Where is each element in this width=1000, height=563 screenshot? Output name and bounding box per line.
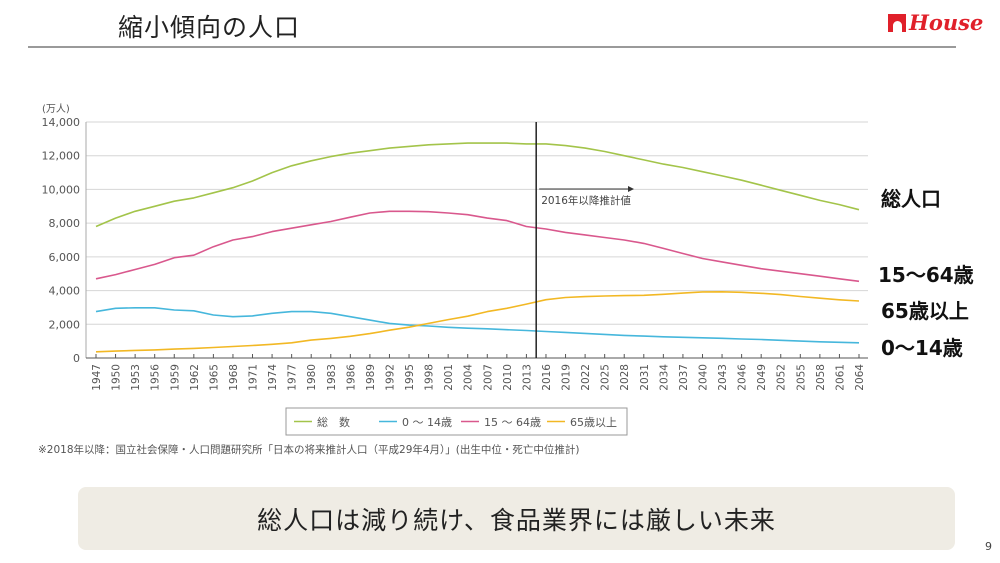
- x-tick-label: 2031: [639, 364, 651, 391]
- x-tick-label: 2058: [815, 364, 827, 391]
- x-tick-label: 2037: [678, 364, 690, 391]
- x-tick-label: 2046: [737, 364, 749, 391]
- summary-box: 総人口は減り続け、食品業界には厳しい未来: [78, 487, 955, 550]
- logo-mark-icon: [888, 13, 906, 32]
- y-tick-label: 14,000: [42, 116, 81, 129]
- x-tick-label: 1950: [111, 364, 123, 391]
- x-tick-label: 2001: [443, 364, 455, 391]
- x-tick-label: 1995: [404, 364, 416, 391]
- x-tick-label: 1962: [189, 364, 201, 391]
- series-line-2: [95, 210, 860, 283]
- x-tick-label: 2040: [697, 364, 709, 391]
- label-15-64: 15〜64歳: [878, 263, 974, 287]
- x-tick-label: 1986: [345, 364, 357, 391]
- x-tick-label: 1956: [150, 364, 162, 391]
- x-tick-label: 2025: [600, 364, 612, 391]
- x-tick-label: 2028: [619, 364, 631, 391]
- legend-label: 15 ～ 64歳: [484, 416, 541, 429]
- x-tick-label: 2022: [580, 364, 592, 391]
- x-tick-label: 1998: [424, 364, 436, 391]
- x-tick-label: 1980: [306, 364, 318, 391]
- y-tick-label: 10,000: [42, 183, 81, 196]
- arrow-head-icon: [628, 186, 634, 192]
- x-tick-label: 2013: [521, 364, 533, 391]
- x-tick-label: 2043: [717, 364, 729, 391]
- label-65-plus: 65歳以上: [881, 299, 969, 323]
- x-tick-label: 2055: [795, 364, 807, 391]
- x-tick-label: 2007: [482, 364, 494, 391]
- series-line-1: [95, 307, 860, 344]
- slide-title: 縮小傾向の人口: [118, 13, 301, 42]
- x-tick-label: 1947: [91, 364, 103, 391]
- y-tick-label: 6,000: [49, 251, 81, 264]
- label-0-14: 0〜14歳: [881, 336, 963, 360]
- x-tick-label: 1968: [228, 364, 240, 391]
- x-tick-label: 1977: [287, 364, 299, 391]
- house-logo: House: [888, 10, 983, 35]
- x-tick-label: 1953: [130, 364, 142, 391]
- x-tick-label: 1989: [365, 364, 377, 391]
- x-tick-label: 2061: [834, 364, 846, 391]
- page-number: 9: [985, 540, 992, 553]
- chart-footnote: ※2018年以降：国立社会保障・人口問題研究所「日本の将来推計人口（平成29年4…: [38, 443, 580, 456]
- y-tick-label: 12,000: [42, 150, 81, 163]
- x-tick-label: 1983: [326, 364, 338, 391]
- y-tick-label: 4,000: [49, 285, 81, 298]
- legend-label: 65歳以上: [570, 416, 617, 429]
- legend-box: [285, 407, 628, 436]
- x-tick-label: 2052: [776, 364, 788, 391]
- y-tick-label: 0: [73, 352, 80, 365]
- x-tick-label: 2004: [463, 364, 475, 391]
- x-tick-label: 1971: [248, 364, 260, 391]
- label-total: 総人口: [881, 187, 941, 211]
- x-tick-label: 2034: [658, 364, 670, 391]
- x-tick-label: 1965: [208, 364, 220, 391]
- logo-text: House: [909, 10, 984, 35]
- x-tick-label: 2010: [502, 364, 514, 391]
- y-tick-label: 2,000: [49, 318, 81, 331]
- x-tick-label: 2064: [854, 364, 866, 391]
- x-tick-label: 1992: [384, 364, 396, 391]
- y-tick-label: 8,000: [49, 217, 81, 230]
- legend-label: 0 ～ 14歳: [402, 416, 452, 429]
- projection-label: 2016年以降推計値: [541, 194, 631, 207]
- x-tick-label: 2049: [756, 364, 768, 391]
- legend-label: 総 数: [317, 415, 350, 429]
- y-axis-unit: (万人): [42, 103, 70, 115]
- x-tick-label: 2019: [561, 364, 573, 391]
- series-line-3: [95, 291, 860, 353]
- series-line-0: [95, 142, 860, 228]
- x-tick-label: 1959: [169, 364, 181, 391]
- x-tick-label: 2016: [541, 364, 553, 391]
- x-tick-label: 1974: [267, 364, 279, 391]
- title-divider: [28, 46, 956, 48]
